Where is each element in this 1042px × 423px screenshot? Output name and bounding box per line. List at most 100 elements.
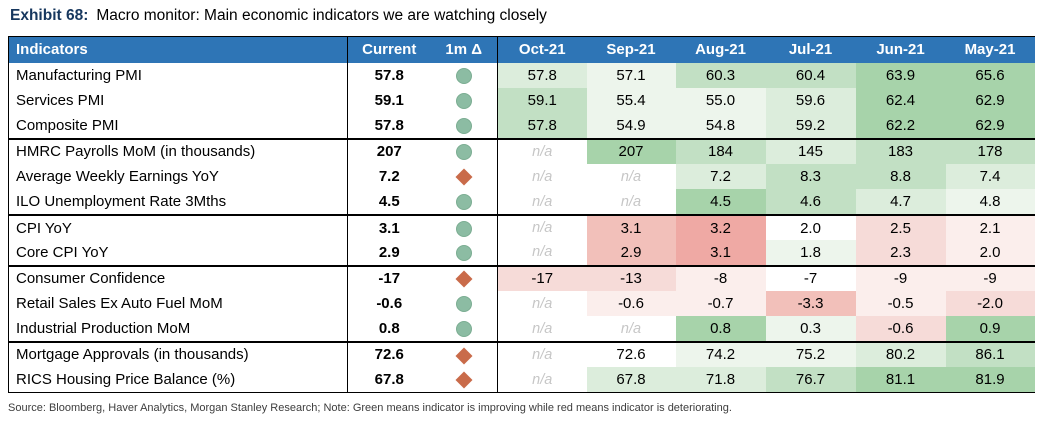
current-value: 207 (376, 143, 402, 161)
month-value-cell: 60.3 (675, 62, 766, 88)
one-month-delta-cell (430, 214, 498, 241)
improving-circle-icon (455, 220, 472, 237)
month-value-cell: 8.3 (765, 164, 856, 190)
month-value-cell: 57.1 (586, 62, 676, 88)
one-month-delta-cell (430, 367, 498, 393)
month-value-cell: 183 (855, 138, 946, 165)
indicator-label: Manufacturing PMI (8, 62, 348, 88)
month-value-cell: -3.3 (765, 291, 856, 317)
month-value-cell: 81.9 (945, 367, 1035, 393)
column-header-indicators: Indicators (8, 36, 348, 63)
month-value-cell: 2.5 (855, 214, 946, 241)
month-value-cell: 60.4 (765, 62, 856, 88)
month-value-cell: 59.2 (765, 113, 856, 140)
month-value-cell: 67.8 (586, 367, 676, 393)
exhibit-number: Exhibit 68: (10, 7, 89, 24)
current-value: 2.9 (347, 240, 431, 267)
month-value-cell: 57.8 (497, 62, 587, 88)
table-row: Average Weekly Earnings YoY 7.2 n/a n/a 7.2 8… (8, 164, 1035, 190)
month-value-cell: 72.6 (586, 341, 676, 368)
month-value-cell: 57.8 (497, 113, 587, 140)
month-value-cell: 178 (945, 138, 1035, 165)
table-row: Retail Sales Ex Auto Fuel MoM -0.6 n/a -0.6… (8, 291, 1035, 317)
one-month-delta-cell (430, 265, 498, 292)
month-value-cell: -13 (586, 265, 676, 292)
month-value-cell: 62.9 (945, 113, 1035, 140)
month-value-cell: n/a (497, 138, 587, 165)
month-value-cell: -9 (945, 265, 1035, 292)
month-value-cell: 184 (675, 138, 766, 165)
table-row: Mortgage Approvals (in thousands) 72.6 n/a… (8, 341, 1035, 368)
deteriorating-diamond-icon (455, 371, 473, 389)
indicator-label: HMRC Payrolls MoM (in thousands) (8, 138, 348, 165)
month-value-cell: -0.5 (855, 291, 946, 317)
month-value-cell: 71.8 (675, 367, 766, 393)
current-value: 7.2 (378, 168, 400, 186)
table-row: Core CPI YoY 2.9 n/a 2.9 3.1 1.8 2.3 2.0 (8, 240, 1035, 267)
table-header: Indicators Current 1m Δ Oct-21 Sep-21 Aug-21 J… (8, 36, 1035, 63)
table-row: ILO Unemployment Rate 3Mths 4.5 n/a n/a 4.5 4… (8, 189, 1035, 216)
month-value-cell: 3.2 (675, 214, 766, 241)
one-month-delta-cell (430, 341, 498, 368)
indicator-label: Services PMI (8, 87, 348, 114)
column-header-oct-21: Oct-21 (497, 36, 587, 63)
month-value-cell: 59.1 (497, 87, 587, 114)
month-value-cell: 55.4 (586, 87, 676, 114)
month-value-cell: 76.7 (765, 367, 856, 393)
column-header-may-21: May-21 (945, 36, 1035, 63)
table-row: Composite PMI 57.8 57.8 54.9 54.8 59.2 62.2 62.… (8, 113, 1035, 140)
table-row: CPI YoY 3.1 n/a 3.1 3.2 2.0 2.5 2.1 (8, 214, 1035, 241)
improving-circle-icon (455, 117, 472, 134)
current-value: -17 (378, 270, 401, 288)
month-value-cell: 62.2 (855, 113, 946, 140)
month-value-cell: n/a (497, 341, 587, 368)
deteriorating-diamond-icon (455, 270, 473, 288)
month-value-cell: 80.2 (855, 341, 946, 368)
improving-circle-icon (455, 321, 472, 338)
month-value-cell: 59.6 (765, 87, 856, 114)
month-value-cell: 54.9 (586, 113, 676, 140)
month-value-cell: n/a (497, 367, 587, 393)
month-value-cell: 0.8 (675, 316, 766, 343)
month-value-cell: 86.1 (945, 341, 1035, 368)
month-value-cell: -2.0 (945, 291, 1035, 317)
indicator-label: Mortgage Approvals (in thousands) (8, 341, 348, 368)
month-value-cell: -8 (675, 265, 766, 292)
month-value-cell: 62.9 (945, 87, 1035, 114)
month-value-cell: 7.2 (675, 164, 766, 190)
indicator-label: Composite PMI (8, 113, 348, 140)
month-value-cell: 2.9 (586, 240, 676, 267)
one-month-delta-cell (430, 240, 498, 267)
current-value: 67.8 (374, 371, 404, 389)
month-value-cell: n/a (586, 316, 676, 343)
month-value-cell: 55.0 (675, 87, 766, 114)
month-value-cell: 1.8 (765, 240, 856, 267)
month-value-cell: -0.7 (675, 291, 766, 317)
month-value-cell: 0.3 (765, 316, 856, 343)
month-value-cell: 2.0 (945, 240, 1035, 267)
indicator-label: RICS Housing Price Balance (%) (8, 367, 348, 393)
month-value-cell: n/a (497, 189, 587, 216)
table-row: Services PMI 59.1 59.1 55.4 55.0 59.6 62.4 62.9 (8, 87, 1035, 114)
month-value-cell: n/a (497, 291, 587, 317)
table-body: Manufacturing PMI 57.8 57.8 57.1 60.3 60.4 63.… (8, 62, 1035, 393)
month-value-cell: 65.6 (945, 62, 1035, 88)
month-value-cell: 62.4 (855, 87, 946, 114)
current-value: 72.6 (374, 346, 404, 364)
current-value: 0.8 (347, 316, 431, 343)
indicator-label: CPI YoY (8, 214, 348, 241)
month-value-cell: 74.2 (675, 341, 766, 368)
one-month-delta-cell (430, 189, 498, 216)
indicator-label: ILO Unemployment Rate 3Mths (8, 189, 348, 216)
month-value-cell: 2.1 (945, 214, 1035, 241)
month-value-cell: n/a (586, 189, 676, 216)
month-value-cell: -17 (497, 265, 587, 292)
deteriorating-diamond-icon (455, 168, 473, 186)
month-value-cell: n/a (586, 164, 676, 190)
improving-circle-icon (455, 67, 472, 84)
month-value-cell: 3.1 (586, 214, 676, 241)
month-value-cell: 4.5 (675, 189, 766, 216)
table-row: HMRC Payrolls MoM (in thousands) 207 n/a 20… (8, 138, 1035, 165)
current-value: -0.6 (376, 295, 403, 313)
indicator-label: Industrial Production MoM (8, 316, 348, 343)
